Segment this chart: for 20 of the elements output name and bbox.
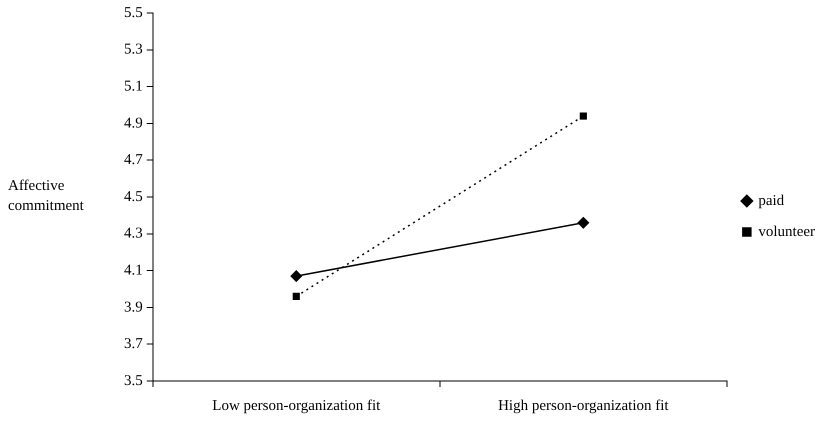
legend-label: volunteer — [758, 224, 816, 240]
point — [578, 217, 590, 229]
y-tick-label: 5.1 — [124, 78, 143, 95]
y-tick-label: 3.5 — [124, 372, 143, 389]
y-tick-label: 3.9 — [124, 299, 143, 316]
y-tick-label: 5.3 — [124, 42, 143, 58]
y-tick-label: 5.5 — [124, 4, 143, 21]
x-tick-label: Low person-organization fit — [212, 398, 382, 414]
y-tick-label: 4.7 — [124, 152, 144, 168]
legend-label: paid — [758, 192, 785, 209]
y-tick-label: 4.5 — [124, 188, 143, 205]
point — [580, 112, 587, 120]
y-axis-title: Affective commitment — [8, 177, 85, 216]
y-tick-label: 4.3 — [124, 226, 143, 242]
x-tick-label: High person-organization fit — [498, 398, 670, 414]
y-tick-label: 4.9 — [124, 115, 143, 132]
point — [290, 270, 302, 282]
y-tick-label: 4.1 — [124, 262, 143, 279]
y-tick-label: 3.7 — [124, 336, 144, 352]
point — [292, 292, 300, 300]
